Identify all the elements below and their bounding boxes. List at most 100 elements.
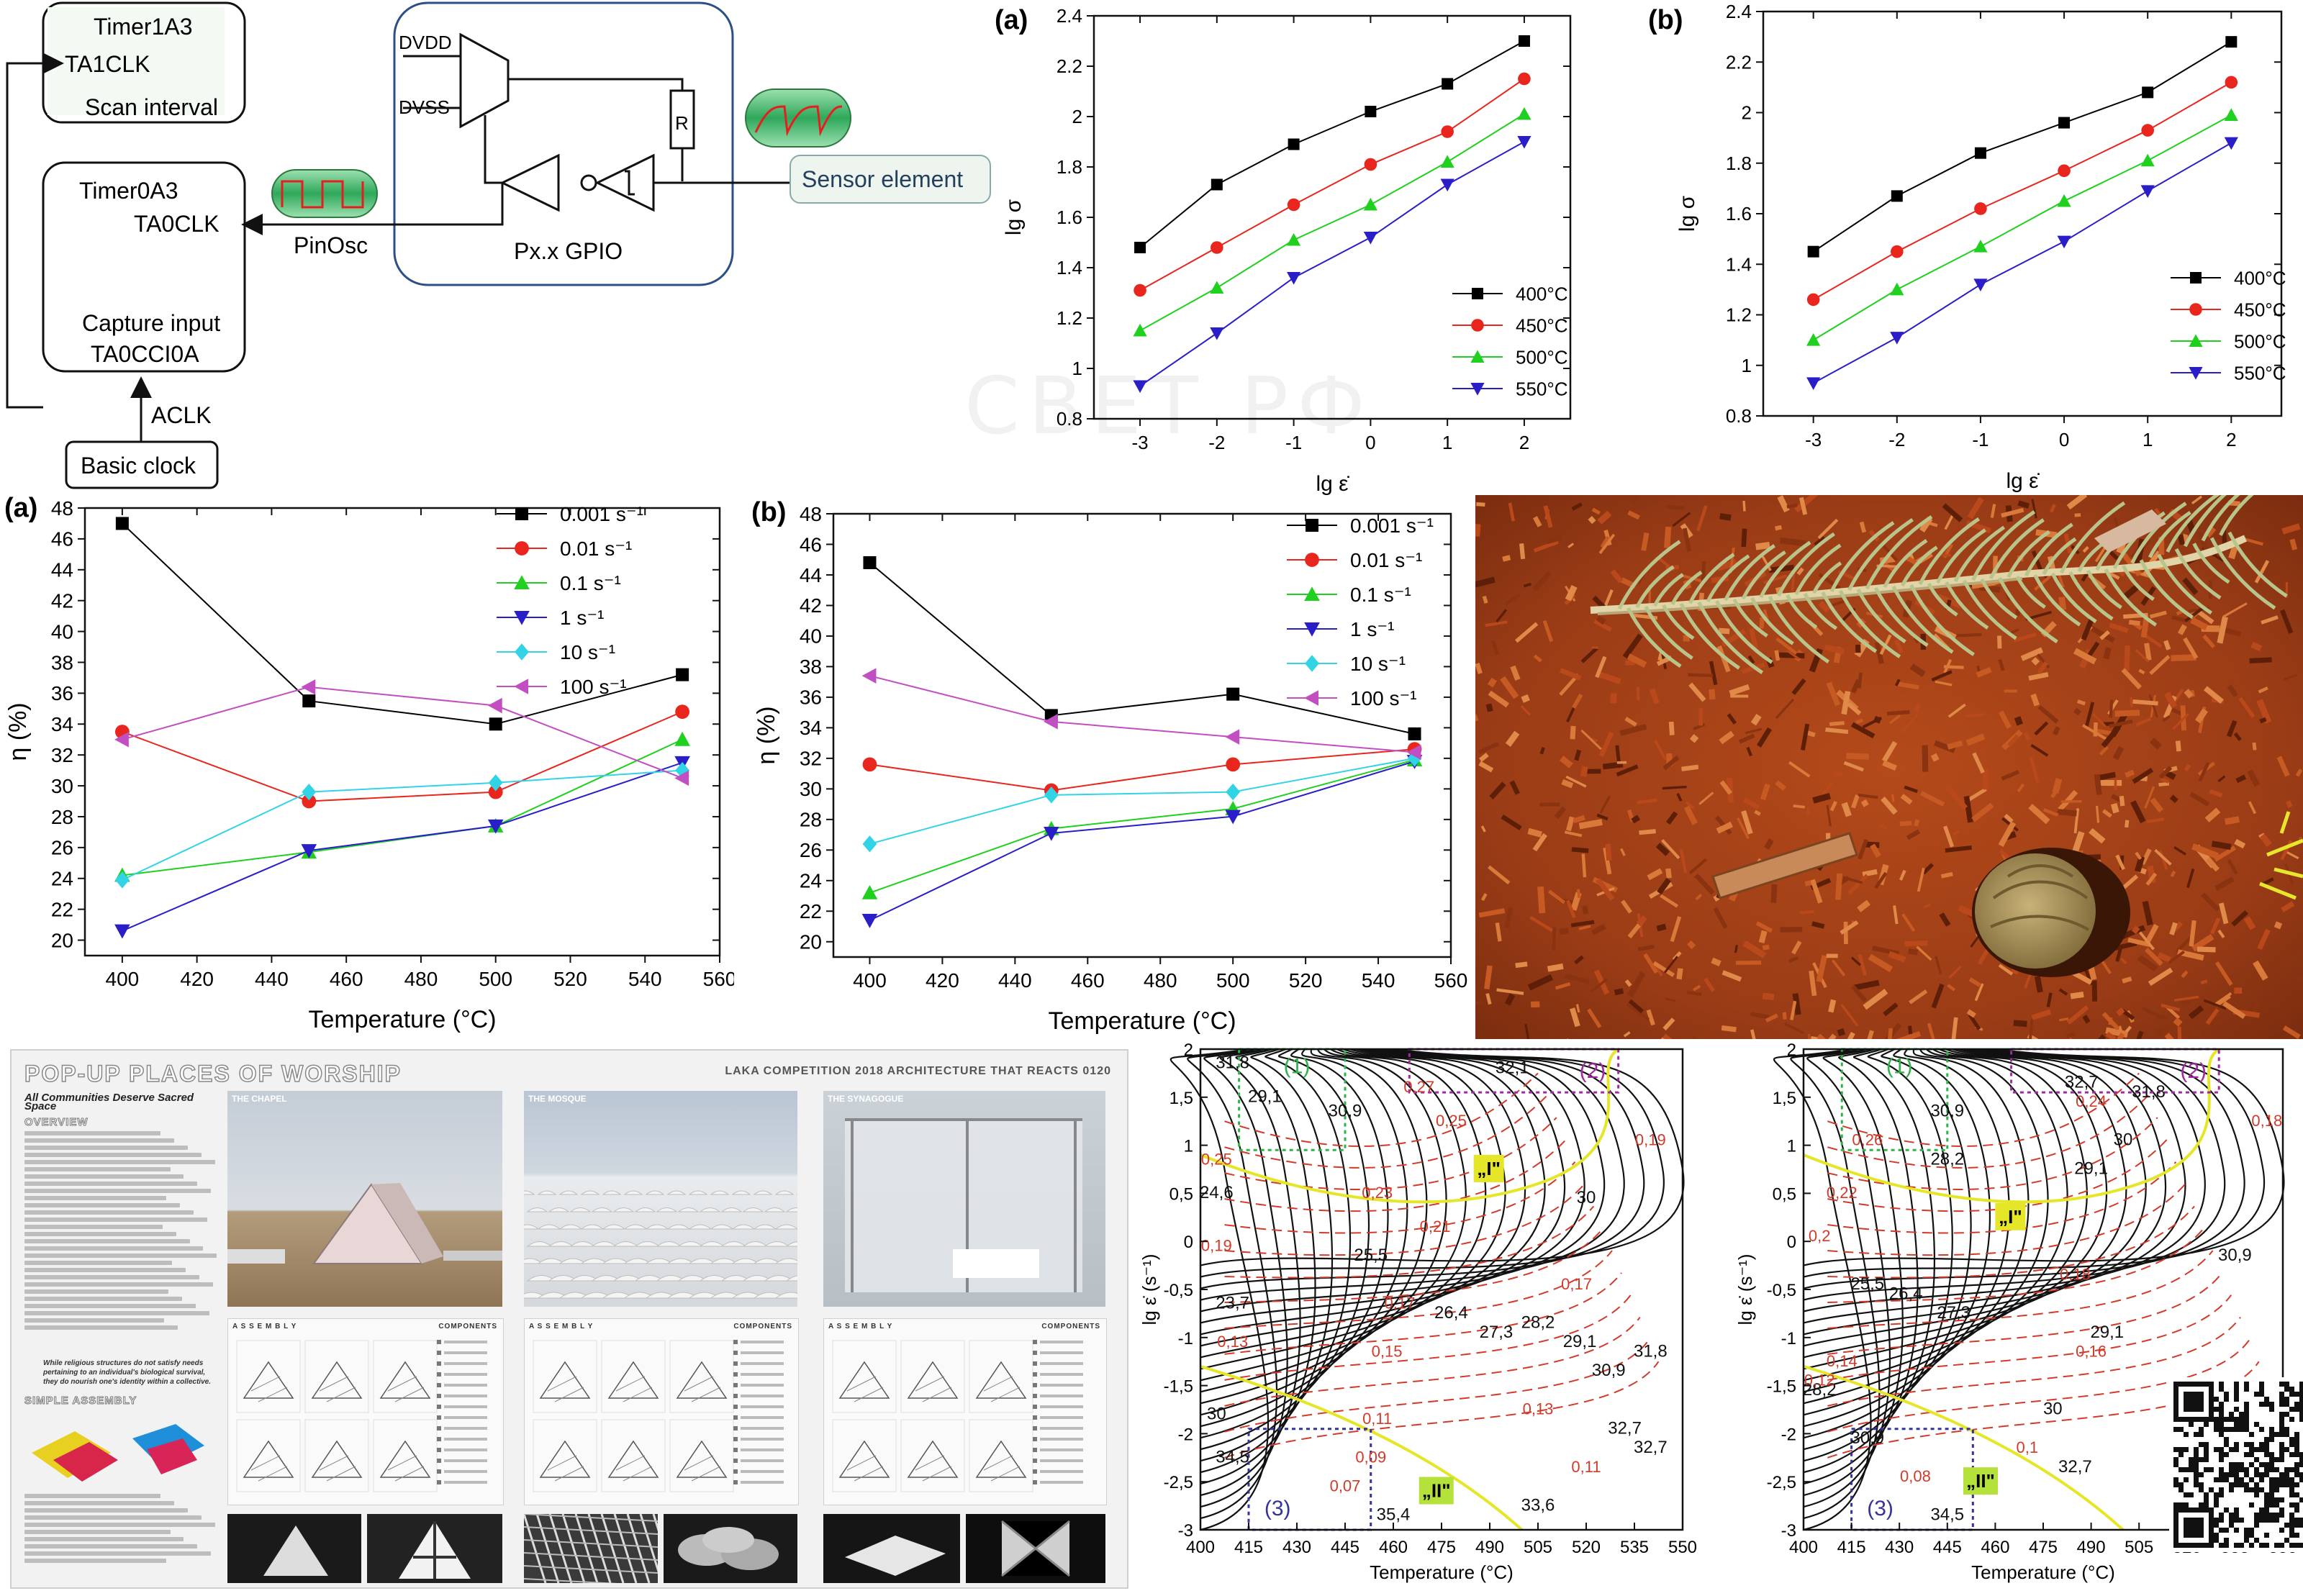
series-1: 450°C [1806, 76, 2286, 320]
data-point [114, 871, 130, 889]
poster-quote: While religious structures do not satisf… [43, 1359, 211, 1386]
data-point [1440, 178, 1454, 192]
x-tick-label: 535 [1620, 1538, 1649, 1557]
efficiency-contour [1200, 1048, 1566, 1336]
data-point [1134, 284, 1146, 297]
y-axis-label: η (%) [4, 702, 32, 761]
data-point [1442, 78, 1454, 90]
y-tick-label: 1.4 [1057, 257, 1082, 278]
instability-contour [1827, 1205, 2195, 1279]
data-point [2141, 124, 2154, 137]
watermark: СВЕТ РФ [964, 360, 1374, 452]
y-tick-label: 28 [51, 806, 73, 828]
y-tick-label: -2,5 [1767, 1473, 1796, 1492]
efficiency-label: 30,9 [2218, 1246, 2252, 1265]
y-tick-label: 2.4 [1726, 1, 1752, 22]
x-tick-label: -3 [1805, 429, 1822, 450]
x-tick-label: 500 [479, 968, 512, 990]
instability-label: 0,23 [1362, 1184, 1393, 1202]
stability-boundary-2 [1803, 1364, 2125, 1531]
series-line [122, 686, 683, 779]
y-tick-label: 32 [800, 748, 822, 770]
data-point [1517, 106, 1531, 120]
instability-label: 0,07 [1330, 1477, 1361, 1495]
legend-label: 500°C [2234, 330, 2286, 352]
legend-label: 1 s⁻¹ [560, 607, 604, 629]
efficiency-contour [1803, 1048, 1991, 1439]
instability-label: 0,2 [1809, 1227, 1831, 1245]
region-II-badge [1419, 1477, 1454, 1505]
efficiency-contour [1803, 1048, 1904, 1497]
y-tick-label: 2.4 [1057, 5, 1082, 27]
region-I-label: „I" [1477, 1158, 1501, 1179]
pinosc-signal-icon [271, 169, 378, 218]
series-1: 0.01 s⁻¹ [114, 538, 690, 809]
legend-marker [514, 679, 528, 694]
data-point [1891, 245, 1904, 258]
efficiency-label: 28,2 [1803, 1380, 1837, 1400]
legend-marker [1306, 519, 1318, 532]
y-tick-label: -2 [1178, 1425, 1193, 1444]
efficiency-label: 25,5 [1354, 1246, 1388, 1265]
series-1: 0.01 s⁻¹ [862, 549, 1422, 798]
x-tick-label: 0 [1365, 432, 1375, 453]
x-tick-label: 440 [998, 969, 1032, 992]
y-tick-label: 48 [800, 503, 822, 525]
x-tick-label: 420 [926, 969, 959, 992]
mosque-render-1 [524, 1514, 658, 1583]
region-3-label: (3) [1867, 1497, 1893, 1520]
instability-contour [1827, 1338, 2250, 1433]
y-tick-label: 26 [800, 839, 822, 861]
instability-contour [1827, 1316, 2241, 1407]
series-line [1139, 113, 1525, 332]
series-line [869, 675, 1415, 753]
data-point [1363, 232, 1377, 245]
x-tick-label: -1 [1972, 429, 1988, 450]
data-point [114, 731, 129, 748]
timer1-input: TA1CLK [65, 51, 150, 77]
efficiency-label: 25,5 [1850, 1274, 1884, 1294]
efficiency-contour [1803, 1048, 2186, 1324]
instability-label: 0,19 [1635, 1131, 1666, 1149]
x-axis-label: Temperature (°C) [1971, 1561, 2115, 1583]
series-line [122, 522, 683, 725]
efficiency-contour [1803, 1048, 1953, 1462]
y-tick-label: 20 [51, 929, 73, 951]
y-tick-label: 46 [800, 533, 822, 556]
y-tick-label: 2 [1742, 102, 1752, 124]
legend-marker [514, 611, 530, 625]
series-line [1813, 41, 2232, 253]
instability-contour [1827, 1272, 2223, 1355]
efficiency-contour [1803, 1048, 1972, 1451]
chapel-render-2 [367, 1514, 502, 1583]
region-1-label: (1) [1886, 1054, 1913, 1078]
y-tick-label: 36 [800, 686, 822, 709]
instability-contour [1224, 1250, 1613, 1329]
y-tick-label: -1 [1781, 1329, 1796, 1348]
synagogue-render-2 [966, 1514, 1105, 1583]
x-tick-label: 460 [1981, 1538, 2009, 1557]
series-line [869, 757, 1415, 845]
efficiency-contour [1200, 1048, 1585, 1324]
efficiency-contour [1803, 1048, 1935, 1474]
efficiency-contour [1200, 1048, 1467, 1393]
flow-stress-chart-a: -3 -2 -1 0 1 2 0.8 1 1.2 1.4 1.6 1.8 2 2.2 2.4 (a) lg ε̇… [995, 5, 1572, 496]
board-heading: A S S E M B L Y [232, 1323, 297, 1330]
synagogue-assembly-board: A S S E M B L Y COMPONENTS [823, 1318, 1107, 1505]
y-tick-label: 1 [1742, 355, 1752, 376]
y-tick-label: 34 [51, 713, 73, 735]
flow-stress-chart-b: -3 -2 -1 0 1 2 0.8 1 1.2 1.4 1.6 1.8 2 2.2 2.4 (b) lg ε̇… [1648, 1, 2286, 493]
legend-label: 0.01 s⁻¹ [1350, 549, 1422, 571]
synagogue-render-1 [823, 1514, 960, 1583]
y-tick-label: 38 [51, 651, 73, 674]
efficiency-contour [1200, 1048, 1606, 1312]
y-axis-label: lg ε̇ (s⁻¹) [1734, 1254, 1756, 1325]
y-tick-label: 38 [800, 656, 822, 678]
efficiency-label: 30,9 [1930, 1102, 1964, 1121]
series-line [122, 738, 683, 876]
efficiency-contour [1803, 1048, 2068, 1393]
board-components: COMPONENTS [733, 1323, 792, 1330]
instability-contour [1827, 1361, 2260, 1459]
data-point [675, 704, 690, 720]
